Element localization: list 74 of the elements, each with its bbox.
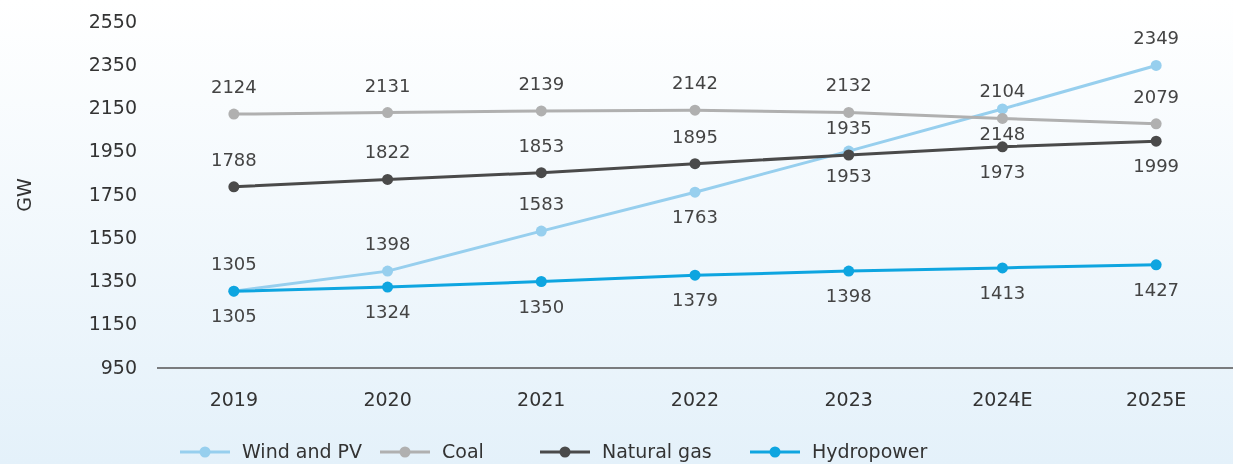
point	[535, 225, 547, 237]
y-tick-label: 1550	[88, 225, 137, 248]
y-tick-label: 1350	[88, 269, 137, 291]
point	[996, 141, 1008, 153]
data-label: 1305	[210, 253, 257, 275]
point	[228, 181, 240, 193]
point	[382, 173, 394, 185]
x-tick-label: 2023	[824, 387, 873, 410]
data-label: 1788	[210, 148, 257, 170]
data-label: 1822	[364, 141, 411, 163]
data-label: 1324	[364, 301, 411, 323]
point	[996, 262, 1008, 274]
legend-label: Hydropower	[812, 439, 928, 462]
data-label: 2142	[672, 72, 718, 94]
point	[689, 186, 701, 198]
point	[1150, 59, 1162, 71]
x-tick-label: 2020	[363, 387, 412, 410]
y-tick-label: 1150	[88, 312, 137, 335]
data-label: 2124	[210, 76, 257, 98]
legend-label: Wind and PV	[242, 439, 363, 462]
data-label: 1973	[979, 160, 1026, 182]
point	[996, 112, 1008, 124]
point	[843, 265, 855, 277]
y-tick-label: 2350	[88, 52, 137, 75]
data-label: 1413	[979, 281, 1026, 303]
y-tick-label: 1950	[88, 139, 137, 162]
x-tick-label: 2024E	[972, 387, 1033, 410]
data-label: 1427	[1133, 278, 1180, 300]
y-tick-label: 950	[100, 355, 137, 378]
point	[228, 108, 240, 120]
x-tick-label: 2022	[670, 387, 720, 410]
point	[689, 104, 701, 116]
y-axis-title: GW	[12, 178, 35, 212]
point	[535, 167, 547, 179]
data-label: 1895	[672, 125, 718, 147]
point	[1150, 118, 1162, 130]
point	[382, 265, 394, 277]
data-label: 2349	[1133, 27, 1180, 49]
point	[382, 107, 394, 119]
point	[1150, 259, 1162, 271]
data-label: 2079	[1133, 85, 1180, 107]
legend-label: Natural gas	[602, 439, 712, 462]
point	[689, 158, 701, 170]
data-label: 1379	[672, 289, 718, 311]
y-tick-label: 2550	[88, 9, 137, 32]
data-label: 1398	[364, 233, 411, 255]
y-tick-label: 2150	[88, 96, 137, 118]
point	[382, 281, 394, 293]
data-label: 2132	[825, 74, 872, 96]
point	[1150, 135, 1162, 147]
data-label: 2104	[979, 80, 1026, 102]
data-label: 1305	[210, 305, 257, 327]
point	[996, 103, 1008, 115]
x-tick-label: 2021	[517, 387, 566, 410]
data-label: 1350	[518, 295, 565, 317]
point	[689, 269, 701, 281]
data-label: 1853	[518, 134, 565, 156]
point	[535, 276, 547, 287]
data-label: 2148	[979, 122, 1026, 144]
data-label: 1999	[1133, 155, 1180, 177]
point	[843, 149, 855, 161]
data-label: 1398	[825, 285, 872, 307]
data-label: 2139	[518, 72, 565, 94]
x-tick-label: 2019	[209, 387, 259, 410]
data-label: 1935	[825, 116, 872, 138]
point	[843, 106, 855, 118]
data-label: 2131	[364, 74, 411, 96]
data-label: 1953	[825, 165, 872, 187]
point	[535, 105, 547, 117]
legend-label: Coal	[442, 439, 484, 462]
x-tick-label: 2025E	[1125, 387, 1187, 410]
data-label: 1583	[518, 193, 565, 215]
y-tick-label: 1750	[88, 182, 137, 205]
data-label: 1763	[672, 206, 718, 228]
